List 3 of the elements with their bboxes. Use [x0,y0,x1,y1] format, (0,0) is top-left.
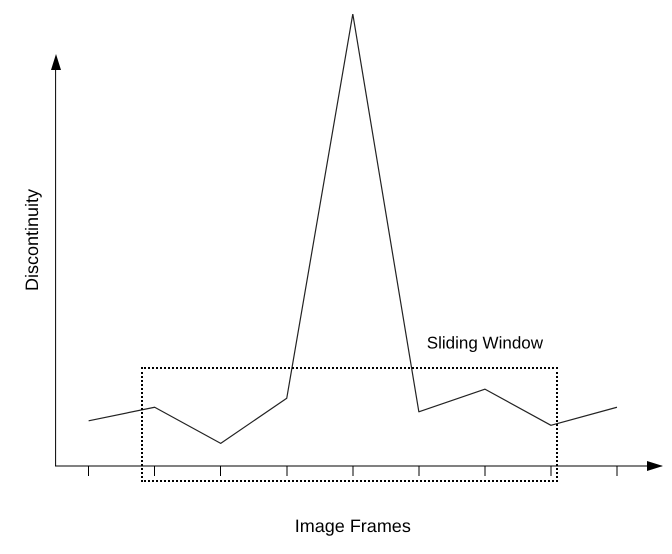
x-axis-title: Image Frames [294,516,411,536]
y-axis-title: Discontinuity [22,188,42,292]
annotation: Sliding Window [426,334,544,353]
